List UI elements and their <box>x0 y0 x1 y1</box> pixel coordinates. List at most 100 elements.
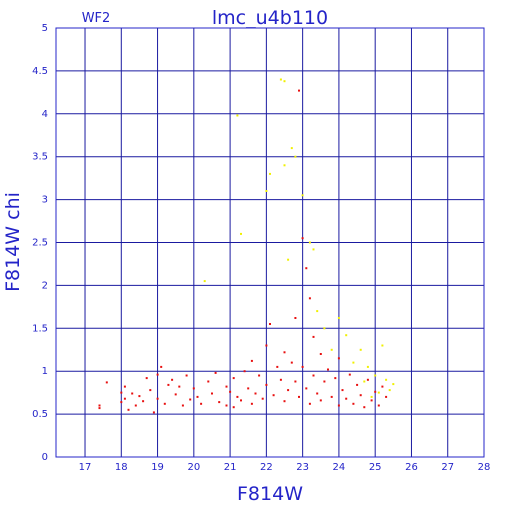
data-point <box>381 344 384 347</box>
chart-subtitle: WF2 <box>82 11 111 26</box>
data-point <box>385 395 388 398</box>
x-tick-label: 21 <box>224 462 237 473</box>
data-point <box>105 381 108 384</box>
data-point <box>207 380 210 383</box>
data-point <box>156 373 159 376</box>
data-point <box>265 344 268 347</box>
data-point <box>232 406 235 409</box>
data-point <box>298 89 300 92</box>
data-point <box>283 164 286 167</box>
data-point <box>392 383 395 386</box>
data-point <box>160 365 163 368</box>
x-tick-label: 25 <box>369 462 382 473</box>
data-point <box>356 383 359 386</box>
data-point <box>250 359 253 362</box>
data-point <box>181 404 184 407</box>
y-tick-label: 2 <box>42 280 48 291</box>
data-point <box>123 397 126 400</box>
data-point <box>149 389 152 392</box>
x-tick-label: 28 <box>478 462 491 473</box>
data-point <box>232 377 235 380</box>
x-tick-label: 17 <box>79 462 92 473</box>
data-point <box>316 310 319 313</box>
data-point <box>298 395 300 398</box>
data-point <box>272 394 275 397</box>
data-point <box>330 348 333 351</box>
data-point <box>337 357 340 360</box>
y-tick-label: 1.5 <box>32 323 48 334</box>
y-tick-label: 5 <box>42 23 48 34</box>
data-point <box>294 317 297 319</box>
x-tick-label: 24 <box>333 462 346 473</box>
data-point <box>308 297 311 300</box>
data-point <box>388 389 391 392</box>
data-point <box>127 408 130 411</box>
data-point <box>229 390 232 393</box>
data-point <box>283 80 286 83</box>
plot-border <box>55 27 485 458</box>
data-point <box>211 392 213 395</box>
data-point <box>301 237 304 240</box>
y-tick-label: 4 <box>42 109 48 120</box>
y-axis-label: F814W chi <box>2 192 24 292</box>
data-point <box>374 374 377 377</box>
data-point <box>240 232 242 235</box>
data-point <box>196 395 199 398</box>
data-point <box>258 374 261 377</box>
data-point <box>152 411 155 414</box>
data-point <box>131 392 134 395</box>
chart-title: lmc_u4b110 <box>212 7 328 29</box>
data-point <box>319 353 322 355</box>
data-point <box>287 389 290 392</box>
data-point <box>98 407 101 410</box>
data-point <box>134 404 137 407</box>
data-point <box>265 190 268 192</box>
data-point <box>345 334 348 337</box>
y-tick-label: 1 <box>42 366 48 377</box>
data-point <box>363 380 366 383</box>
data-point <box>138 395 141 398</box>
data-point <box>178 385 181 388</box>
data-point <box>261 397 264 400</box>
data-point <box>290 361 293 364</box>
data-point <box>370 395 373 398</box>
x-tick-label: 27 <box>441 462 454 473</box>
data-point <box>156 397 159 400</box>
y-tick-label: 4.5 <box>32 66 48 77</box>
data-point <box>240 399 242 402</box>
data-point <box>323 327 326 330</box>
y-tick-label: 3 <box>42 195 48 206</box>
data-point <box>120 401 123 404</box>
data-point <box>359 348 362 351</box>
data-point <box>185 374 188 377</box>
data-point <box>319 399 322 402</box>
data-point <box>290 147 293 150</box>
data-point <box>366 378 369 381</box>
y-axis-ticks: 0 0.5 1 1.5 2 2.5 3 3.5 4 4.5 5 <box>32 23 48 463</box>
data-point <box>167 383 170 386</box>
data-point <box>142 400 145 403</box>
data-point <box>381 385 384 388</box>
data-point <box>337 317 340 319</box>
data-point <box>225 385 228 388</box>
data-point <box>123 385 126 388</box>
data-point <box>377 404 380 407</box>
data-point <box>366 365 369 368</box>
x-tick-label: 23 <box>296 462 309 473</box>
data-point <box>323 380 326 383</box>
y-tick-label: 3.5 <box>32 152 48 163</box>
data-point <box>279 378 282 381</box>
data-point <box>243 370 246 373</box>
data-point <box>294 380 297 383</box>
data-point <box>192 387 195 390</box>
data-point <box>265 383 268 386</box>
data-point <box>171 378 174 381</box>
y-tick-label: 2.5 <box>32 238 48 249</box>
data-point <box>250 402 253 405</box>
data-point <box>305 267 308 270</box>
data-point <box>98 404 101 407</box>
scatter-points <box>98 78 395 414</box>
data-point <box>163 402 166 405</box>
data-point <box>254 392 257 395</box>
